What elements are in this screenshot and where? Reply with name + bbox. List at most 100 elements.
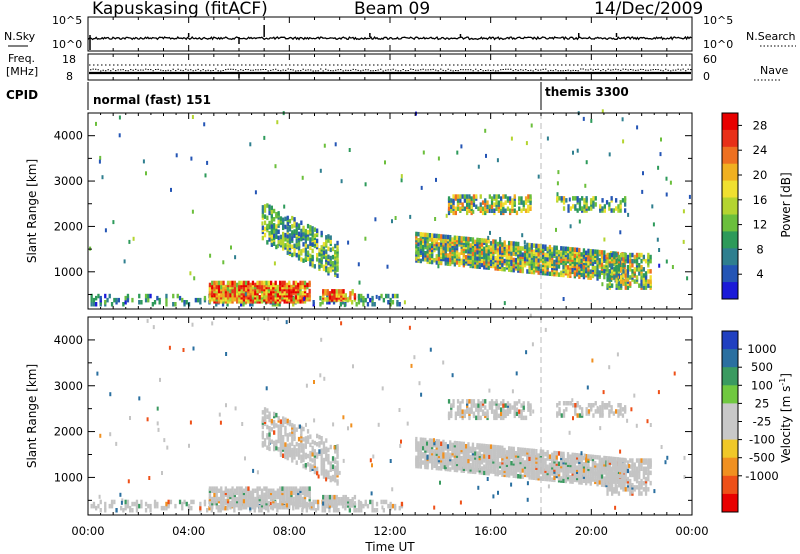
colorbar-segment xyxy=(722,146,738,165)
echo-cell xyxy=(511,198,514,203)
echo-cell xyxy=(521,462,524,467)
echo-cell xyxy=(288,442,292,447)
echo-cell xyxy=(329,239,332,244)
echo-cell xyxy=(571,267,574,273)
echo-cell xyxy=(504,200,507,205)
echo-cell xyxy=(270,496,273,502)
echo-cell xyxy=(364,499,367,505)
echo-cell xyxy=(490,409,494,414)
colorbar-segment xyxy=(722,493,738,513)
echo-cell xyxy=(546,464,549,469)
echo-cell xyxy=(189,271,192,276)
echo-cell xyxy=(314,499,318,505)
echo-cell xyxy=(569,401,572,406)
echo-cell xyxy=(487,458,490,464)
echo-cell xyxy=(647,458,650,463)
echo-cell xyxy=(611,480,614,486)
echo-cell xyxy=(279,490,282,496)
echo-cell xyxy=(419,258,422,264)
echo-cell xyxy=(329,255,332,261)
echo-cell xyxy=(288,225,292,230)
echo-cell xyxy=(382,499,385,505)
colorbar-frame xyxy=(721,112,739,300)
echo-cell xyxy=(658,248,661,252)
echo-cell xyxy=(422,437,425,443)
echo-cell xyxy=(458,252,461,257)
echo-cell xyxy=(471,251,475,257)
echo-cell xyxy=(293,428,296,433)
echo-cell xyxy=(469,463,472,468)
echo-cell xyxy=(631,258,634,264)
echo-cell xyxy=(479,415,482,421)
echo-cell xyxy=(497,200,500,205)
echo-cell xyxy=(440,455,443,461)
echo-cell xyxy=(249,490,252,496)
echo-cell xyxy=(415,231,418,237)
echo-cell xyxy=(455,235,459,241)
echo-cell xyxy=(633,393,636,398)
echo-cell xyxy=(272,297,275,302)
echo-cell xyxy=(295,226,298,231)
echo-cell xyxy=(149,293,152,299)
echo-cell xyxy=(574,204,577,209)
echo-cell xyxy=(220,280,223,286)
echo-cell xyxy=(290,490,293,496)
echo-cell xyxy=(295,452,298,457)
echo-cell xyxy=(110,499,114,505)
echo-cell xyxy=(215,486,218,491)
echo-cell xyxy=(279,431,283,437)
echo-cell xyxy=(614,505,617,510)
echo-cell xyxy=(551,247,554,252)
echo-cell xyxy=(532,448,536,454)
echo-cell xyxy=(95,505,98,511)
echo-cell xyxy=(399,443,402,448)
echo-cell xyxy=(297,231,301,237)
echo-cell xyxy=(322,461,326,467)
echo-cell xyxy=(633,254,636,260)
echo-cell xyxy=(293,247,296,253)
echo-cell xyxy=(529,194,532,199)
echo-cell xyxy=(526,261,529,266)
echo-cell xyxy=(236,490,239,496)
echo-cell xyxy=(288,233,292,238)
echo-cell xyxy=(546,246,549,252)
echo-cell xyxy=(417,250,420,255)
nsky-top-tick: 10^5 xyxy=(52,14,82,27)
echo-cell xyxy=(557,264,561,269)
echo-cell xyxy=(569,460,572,466)
echo-cell xyxy=(301,280,304,286)
echo-cell xyxy=(606,252,609,258)
echo-cell xyxy=(591,255,595,260)
echo-cell xyxy=(483,246,486,252)
echo-cell xyxy=(245,280,248,286)
echo-cell xyxy=(476,264,479,269)
echo-cell xyxy=(564,468,567,473)
echo-cell xyxy=(295,427,298,432)
echo-cell xyxy=(244,456,246,461)
echo-cell xyxy=(444,441,447,447)
echo-cell xyxy=(275,212,278,217)
echo-cell xyxy=(219,508,222,513)
echo-cell xyxy=(624,208,627,213)
echo-cell xyxy=(229,488,232,493)
echo-cell xyxy=(263,407,267,412)
echo-cell xyxy=(329,444,332,450)
colorbar-tick-label: 20 xyxy=(753,168,768,182)
echo-cell xyxy=(290,486,293,491)
echo-cell xyxy=(495,200,498,205)
echo-cell xyxy=(291,230,294,235)
echo-cell xyxy=(665,259,668,264)
echo-cell xyxy=(453,251,456,257)
echo-cell xyxy=(631,489,634,494)
echo-cell xyxy=(291,236,294,241)
echo-cell xyxy=(471,247,475,252)
echo-cell xyxy=(451,259,454,265)
echo-cell xyxy=(587,454,590,459)
echo-cell xyxy=(510,471,513,476)
echo-cell xyxy=(99,155,102,160)
echo-cell xyxy=(349,499,352,504)
echo-cell xyxy=(478,262,481,267)
echo-cell xyxy=(640,466,643,471)
echo-cell xyxy=(233,488,236,493)
echo-cell xyxy=(145,171,147,176)
